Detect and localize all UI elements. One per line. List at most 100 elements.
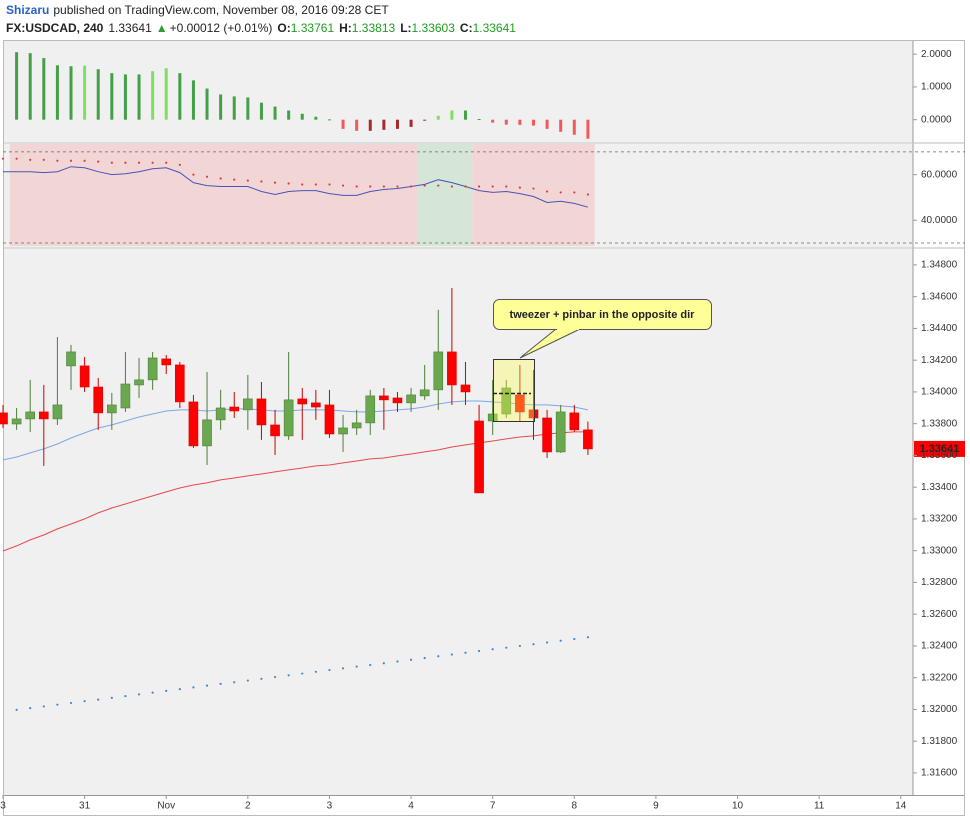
- indicator-dot: [491, 185, 494, 188]
- histogram-bar: [96, 69, 100, 120]
- callout-joint: [557, 327, 579, 330]
- y-tick-label: 2.0000: [921, 49, 952, 60]
- indicator-dot: [287, 674, 290, 677]
- candle-body: [583, 429, 593, 450]
- published: published on TradingView.com, November 0…: [53, 3, 389, 17]
- y-tick-label: 1.34400: [921, 323, 958, 334]
- histogram-bar: [164, 68, 168, 120]
- candle-body: [447, 351, 457, 386]
- indicator-dot: [355, 185, 358, 188]
- y-tick-label: 1.32200: [921, 672, 958, 683]
- candle-body: [243, 398, 253, 411]
- indicator-line: [2, 400, 589, 461]
- indicator-dot: [205, 175, 209, 178]
- zone: [417, 144, 473, 246]
- indicator-dot: [15, 708, 18, 712]
- candle-body: [406, 394, 416, 404]
- candle-body: [460, 384, 471, 393]
- annotations: tweezer + pinbar in the opposite dir: [493, 299, 712, 422]
- indicator-dot: [29, 707, 32, 710]
- ohlc-key: C:: [460, 21, 473, 35]
- indicator-dot: [124, 161, 127, 164]
- indicator-dot: [246, 179, 249, 182]
- candle-body: [256, 398, 267, 426]
- y-tick-label: 1.34800: [921, 260, 958, 271]
- histogram-bar: [191, 80, 195, 120]
- indicator-dot: [573, 637, 576, 641]
- indicator-dot: [287, 182, 290, 185]
- y-tick-label: 1.33800: [921, 418, 958, 429]
- y-tick-label: 1.31800: [921, 736, 958, 747]
- candle-body: [311, 402, 321, 408]
- indicator-dot: [328, 668, 331, 672]
- candle-body: [542, 417, 552, 453]
- x-tick-label: 14: [895, 801, 907, 812]
- y-tick-label: 60.0000: [921, 169, 958, 180]
- indicator-dot: [29, 158, 32, 161]
- zone: [472, 144, 595, 246]
- histogram-bar: [450, 110, 454, 120]
- symbol-line: FX:USDCAD, 240 1.33641 ▲ +0.00012 (+0.01%) O…: [6, 21, 516, 35]
- indicator-dot: [382, 185, 385, 188]
- indicator-dot: [450, 653, 453, 656]
- candle-body: [283, 399, 294, 437]
- indicator-dot: [151, 691, 154, 694]
- histogram-bar: [355, 119, 359, 131]
- candle-body: [297, 398, 308, 405]
- histogram-bar: [259, 102, 263, 120]
- indicator-dot: [314, 670, 317, 673]
- indicator-dot: [97, 698, 100, 701]
- candle-body: [0, 412, 8, 425]
- candle-body: [120, 383, 131, 409]
- indicator-dot: [246, 679, 249, 682]
- candle-body: [487, 413, 498, 422]
- candle-body: [515, 394, 525, 413]
- candle-body: [11, 418, 22, 425]
- indicator-line: [2, 431, 588, 552]
- indicator-dot: [192, 686, 195, 689]
- chart-border: [3, 40, 965, 816]
- y-tick-label: 0.0000: [921, 114, 952, 125]
- indicator-dot: [205, 684, 209, 687]
- indicator-dot: [437, 655, 440, 658]
- indicator-dot: [69, 701, 73, 705]
- y-tick-label: 1.32800: [921, 577, 958, 588]
- pane-backgrounds: [3, 40, 965, 816]
- last-price-box: [914, 440, 965, 457]
- indicator-dot: [178, 688, 181, 691]
- x-tick-label: Nov: [157, 801, 175, 812]
- indicator-dot: [56, 159, 59, 162]
- histogram-bar: [151, 71, 155, 120]
- indicator-dot: [328, 183, 331, 186]
- indicator-dot: [260, 180, 263, 183]
- candle-body: [365, 395, 376, 424]
- ohlc-value: 1.33641: [473, 21, 517, 35]
- candle-body: [379, 395, 389, 401]
- indicator-dot: [151, 161, 154, 164]
- candle-body: [419, 389, 430, 397]
- indicator-dot: [110, 161, 113, 164]
- y-tick-label: 1.32600: [921, 609, 958, 620]
- histogram-bar: [178, 73, 182, 120]
- histogram-bar: [42, 58, 46, 120]
- y-tick-label: 1.32000: [921, 704, 958, 715]
- candle-body: [569, 412, 580, 431]
- candle-body: [188, 401, 199, 447]
- candle-body: [161, 358, 172, 366]
- indicator-dot: [423, 184, 426, 187]
- author: Shizaru: [6, 3, 49, 17]
- indicator-dot: [1, 157, 5, 160]
- indicator-dot: [464, 185, 467, 188]
- indicator-dot: [559, 191, 562, 194]
- histogram-bar: [287, 110, 291, 120]
- y-tick-label: 1.33200: [921, 514, 958, 525]
- histogram-bar: [586, 119, 590, 139]
- x-tick-label: 3: [327, 801, 333, 812]
- header-line: Shizaru published on TradingView.com, Nov…: [6, 3, 389, 17]
- x-tick-label: 3: [0, 801, 6, 812]
- indicator-dot: [409, 658, 413, 661]
- histogram-bar: [436, 115, 440, 120]
- callout-box: [493, 299, 712, 330]
